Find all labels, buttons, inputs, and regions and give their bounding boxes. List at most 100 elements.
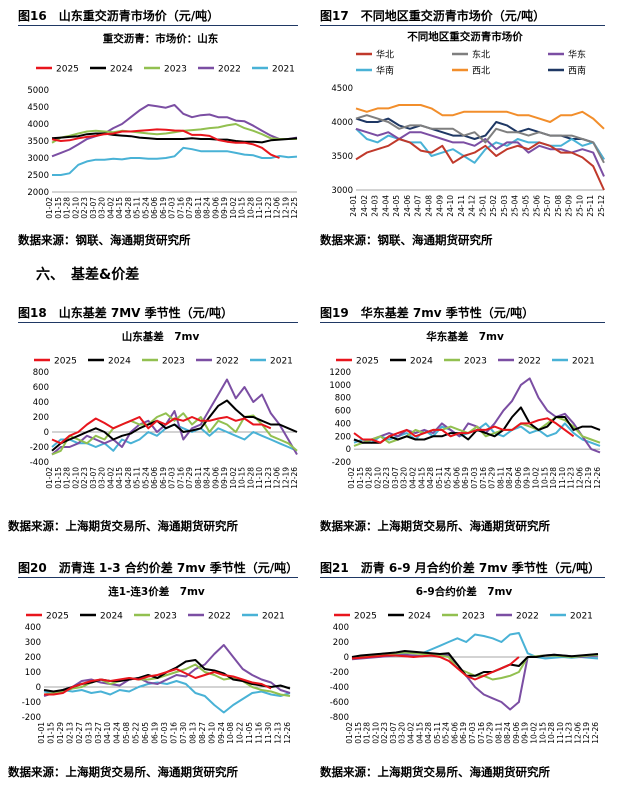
x-tick-label: 10-02 [229, 197, 238, 219]
x-tick-label: 01-02 [345, 722, 354, 744]
x-tick-label: 09-06 [514, 467, 523, 489]
chart-title: 6-9合约价差 7mv [416, 585, 513, 598]
x-tick-label: 04-02 [106, 197, 115, 219]
x-tick-label: 10-22 [236, 722, 245, 744]
chart-title: 重交沥青：市场价：山东 [103, 32, 219, 45]
chart-f16: 重交沥青：市场价：山东 2025 2024 2023 2022 2021 2000 2500 3… [27, 32, 299, 219]
x-tick-label: 04-15 [115, 467, 124, 489]
x-tick-label: 11-10 [255, 467, 264, 489]
x-tick-label: 12-19 [281, 197, 290, 219]
source-note: 数据来源：上海期货交易所、海通期货研究所 [8, 519, 238, 533]
legend-label: 2021 [570, 612, 593, 622]
title-rule [18, 25, 298, 26]
y-tick-label: -200 [22, 713, 41, 723]
x-tick-label: 09-24 [217, 722, 226, 744]
y-tick-label: 4000 [331, 118, 353, 128]
y-tick-label: 4500 [331, 84, 353, 94]
x-tick-label: 01-28 [365, 467, 374, 489]
legend-label: 2024 [408, 612, 431, 622]
x-tick-label: 07-29 [486, 722, 495, 744]
y-tick-label: -800 [330, 713, 349, 723]
x-tick-label: 08-11 [194, 197, 203, 219]
x-tick-label: 03-20 [400, 467, 409, 489]
x-tick-label: 12-19 [582, 722, 591, 744]
series-line [43, 680, 291, 714]
x-tick-label: 10-28 [246, 197, 255, 219]
x-tick-label: 05-24 [444, 467, 453, 489]
source-note: 数据来源：上海期货交易所、海通期货研究所 [8, 765, 238, 779]
x-tick-label: 25-04 [511, 195, 520, 217]
y-tick-label: -200 [330, 668, 349, 678]
x-tick-label: 05-22 [132, 722, 141, 744]
x-tick-label: 02-10 [71, 197, 80, 219]
x-tick-label: 03-07 [89, 197, 98, 219]
legend-label: 2024 [110, 65, 133, 75]
x-tick-label: 01-01 [37, 722, 46, 744]
x-tick-label: 12-13 [274, 722, 283, 744]
x-tick-label: 24-08 [424, 195, 433, 217]
x-tick-label: 02-10 [371, 722, 380, 744]
y-tick-label: -100 [22, 698, 41, 708]
x-tick-label: 06-06 [150, 197, 159, 219]
y-tick-label: 0 [36, 683, 41, 693]
x-tick-label: 01-02 [45, 197, 54, 219]
x-tick-label: 24-12 [468, 195, 477, 217]
x-tick-label: 11-16 [255, 722, 264, 744]
x-tick-label: 06-06 [450, 722, 459, 744]
x-tick-label: 08-11 [496, 467, 505, 489]
x-tick-label: 02-27 [75, 722, 84, 744]
y-tick-label: -600 [330, 698, 349, 708]
y-tick-label: -200 [332, 458, 351, 468]
x-tick-label: 01-15 [354, 722, 363, 744]
x-tick-label: 11-10 [255, 197, 264, 219]
x-tick-label: 07-03 [468, 722, 477, 744]
series-line [351, 654, 520, 681]
x-tick-label: 24-11 [457, 195, 466, 217]
title-rule [320, 322, 605, 323]
x-tick-label: 24-05 [392, 195, 401, 217]
chart-title: 华东基差 7mv [426, 330, 504, 343]
y-tick-label: 400 [33, 398, 49, 408]
x-tick-label: 25-12 [597, 195, 606, 217]
x-tick-label: 12-26 [283, 722, 292, 744]
x-tick-label: 07-16 [477, 722, 486, 744]
x-tick-label: 07-03 [470, 467, 479, 489]
series-line [353, 416, 601, 447]
x-tick-label: 04-15 [415, 722, 424, 744]
y-tick-label: 300 [25, 638, 41, 648]
x-tick-label: 12-26 [591, 722, 600, 744]
legend-label: 2023 [462, 612, 485, 622]
series-line [43, 644, 291, 697]
x-tick-label: 04-28 [124, 197, 133, 219]
x-tick-label: 10-28 [549, 467, 558, 489]
x-tick-label: 11-10 [558, 467, 567, 489]
x-tick-label: 03-20 [398, 722, 407, 744]
figure-title: 图16 山东重交沥青市场价（元/吨） [18, 9, 220, 23]
x-tick-label: 10-15 [540, 467, 549, 489]
x-tick-label: 05-11 [433, 722, 442, 744]
x-tick-label: 01-15 [54, 197, 63, 219]
legend-label: 2025 [54, 357, 77, 367]
x-tick-label: 02-23 [80, 197, 89, 219]
x-tick-label: 24-03 [371, 195, 380, 217]
x-tick-label: 07-03 [168, 467, 177, 489]
x-tick-label: 25-02 [489, 195, 498, 217]
x-tick-label: 02-10 [71, 467, 80, 489]
y-tick-label: 100 [25, 668, 41, 678]
series-line [355, 138, 605, 191]
x-tick-label: 10-28 [246, 467, 255, 489]
title-rule [320, 25, 605, 26]
title-rule [18, 322, 298, 323]
y-tick-label: 3500 [27, 137, 49, 147]
chart-f18: 山东基差 7mv 2025 2024 2023 2022 2021 -400 -200 0 200… [30, 330, 299, 489]
x-tick-label: 03-07 [89, 467, 98, 489]
legend-label: 2022 [516, 612, 539, 622]
y-tick-label: 0 [344, 653, 349, 663]
x-tick-label: 07-03 [168, 197, 177, 219]
legend-label: 2024 [410, 357, 433, 367]
x-tick-label: 11-05 [245, 722, 254, 744]
legend-label: 华南 [376, 65, 394, 77]
x-tick-label: 25-06 [532, 195, 541, 217]
y-tick-label: 0 [346, 445, 351, 455]
series-line [351, 653, 599, 711]
